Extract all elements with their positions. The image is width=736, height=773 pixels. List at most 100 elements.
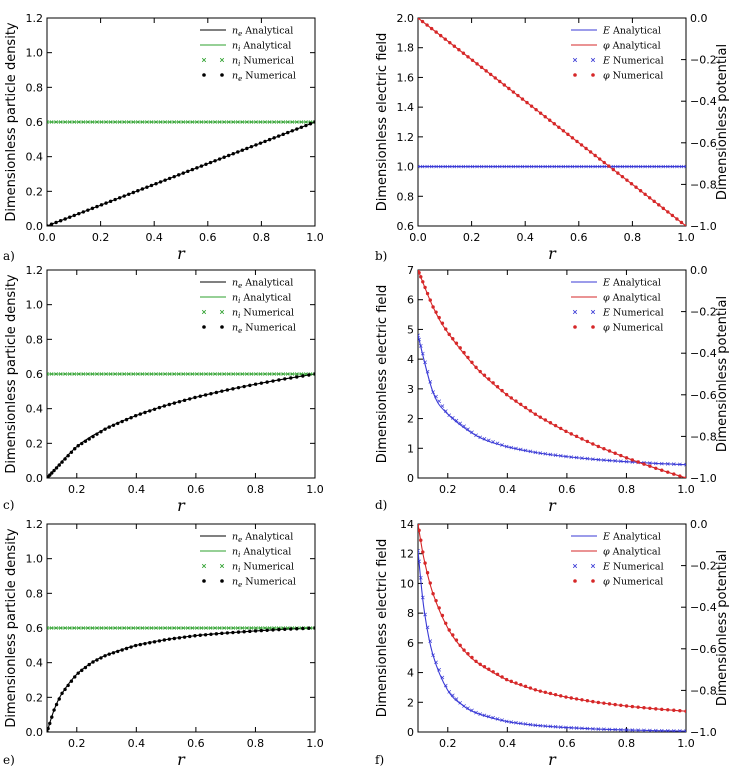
data-point-e-numerical — [514, 720, 518, 725]
data-point-e-numerical — [504, 719, 509, 724]
data-point-n-i-numerical — [176, 372, 181, 376]
plot-area — [418, 270, 686, 478]
data-point-n-i-numerical — [272, 120, 276, 124]
data-point-n-i-numerical — [122, 626, 127, 630]
y-tick-label: 0.6 — [26, 116, 44, 129]
data-point-n-e-numerical — [259, 381, 264, 385]
legend-label: ni Analytical — [232, 293, 291, 306]
data-point-e-numerical — [452, 164, 457, 169]
legend-label: E Numerical — [602, 56, 664, 67]
data-point-numerical — [533, 688, 538, 692]
data-point-e-numerical — [659, 728, 664, 732]
data-point-numerical — [500, 388, 504, 393]
data-point-numerical — [588, 150, 593, 154]
data-point-n-i-numerical — [199, 120, 204, 124]
data-point-numerical — [451, 633, 455, 637]
plot-area — [47, 626, 315, 732]
data-point-e-numerical — [431, 653, 435, 658]
data-point-numerical — [462, 648, 466, 652]
data-point-numerical — [437, 315, 441, 320]
data-point-n-e-numerical — [186, 169, 190, 174]
data-point-e-numerical — [484, 164, 488, 169]
data-point-numerical — [607, 449, 612, 453]
data-point-e-numerical — [425, 164, 429, 169]
data-point-numerical — [629, 181, 634, 186]
x-tick-label: 1.0 — [677, 231, 695, 244]
data-point-n-e-numerical — [245, 146, 249, 151]
data-point-e-numerical — [675, 164, 679, 169]
data-point-e-numerical — [486, 438, 491, 443]
data-point-n-i-numerical — [235, 372, 240, 376]
data-point-e-numerical — [661, 164, 666, 169]
data-point-e-numerical — [630, 728, 635, 732]
data-point-n-i-numerical — [217, 626, 222, 630]
data-point-numerical — [534, 107, 538, 112]
y-tick-label: 0.6 — [26, 622, 44, 635]
data-point-n-e-numerical — [308, 122, 313, 126]
plot-area — [47, 120, 315, 226]
data-point-numerical — [574, 697, 579, 701]
data-point-n-i-numerical — [63, 626, 68, 630]
data-point-n-i-numerical — [122, 120, 127, 124]
y-tick-label: 0.8 — [397, 190, 415, 203]
legend: E Analytical φ Analytical E Numerical φ Num… — [571, 26, 664, 82]
y-tick-label: 1.2 — [397, 131, 415, 144]
data-point-n-e-numerical — [69, 450, 74, 454]
data-point-n-e-numerical — [48, 721, 52, 726]
data-point-n-e-numerical — [276, 134, 281, 138]
data-point-numerical — [620, 174, 625, 179]
data-point-n-e-numerical — [290, 129, 294, 133]
data-point-n-i-numerical — [99, 372, 104, 376]
data-point-numerical — [580, 437, 584, 441]
data-point-numerical — [559, 694, 563, 698]
legend-swatch-numerical — [573, 73, 577, 77]
panel-label: f) — [375, 753, 384, 767]
legend-label: φ Numerical — [603, 71, 663, 82]
data-point-n-e-numerical — [103, 654, 107, 658]
data-point-e-numerical — [642, 728, 646, 732]
data-point-numerical — [543, 115, 547, 119]
data-point-e-numerical — [506, 164, 511, 169]
data-point-e-numerical — [418, 344, 423, 348]
data-point-e-numerical — [523, 722, 528, 726]
data-point-numerical — [657, 203, 661, 207]
data-point-e-numerical — [491, 715, 495, 720]
data-point-n-i-numerical — [294, 372, 299, 376]
data-point-n-e-numerical — [263, 139, 267, 144]
data-point-n-i-numerical — [204, 120, 208, 124]
x-axis-label: r — [548, 496, 557, 515]
data-point-n-e-numerical — [195, 166, 199, 170]
x-tick-label: 0.2 — [92, 231, 110, 244]
data-point-n-e-numerical — [220, 631, 224, 636]
data-point-numerical — [575, 139, 579, 144]
data-point-e-numerical — [443, 164, 448, 169]
data-point-n-i-numerical — [154, 120, 158, 124]
data-point-n-e-numerical — [52, 468, 56, 473]
data-point-numerical — [487, 667, 491, 671]
data-point-e-numerical — [482, 436, 487, 441]
data-point-e-numerical — [470, 430, 474, 435]
data-point-e-numerical — [574, 455, 579, 460]
data-point-e-numerical — [434, 660, 438, 665]
data-point-n-e-numerical — [313, 372, 315, 376]
data-point-n-e-numerical — [225, 631, 230, 635]
data-point-numerical — [559, 426, 563, 431]
data-point-e-numerical — [447, 413, 452, 418]
data-point-numerical — [574, 434, 579, 439]
data-point-n-e-numerical — [116, 421, 120, 426]
data-point-n-i-numerical — [185, 626, 190, 630]
data-point-numerical — [528, 686, 533, 690]
data-point-numerical — [624, 704, 629, 708]
data-point-e-numerical — [516, 164, 520, 169]
data-point-numerical — [591, 442, 595, 446]
y-tick-label: 0.4 — [26, 151, 44, 164]
data-point-e-numerical — [533, 723, 538, 728]
data-point-n-i-numerical — [158, 372, 163, 376]
data-point-n-i-numerical — [226, 372, 231, 376]
data-point-n-e-numerical — [254, 143, 258, 147]
data-point-n-i-numerical — [54, 626, 58, 630]
data-point-n-e-numerical — [145, 185, 149, 189]
data-point-n-i-numerical — [163, 120, 167, 124]
data-point-n-i-numerical — [226, 626, 231, 630]
x-tick-label: 0.6 — [187, 483, 205, 496]
